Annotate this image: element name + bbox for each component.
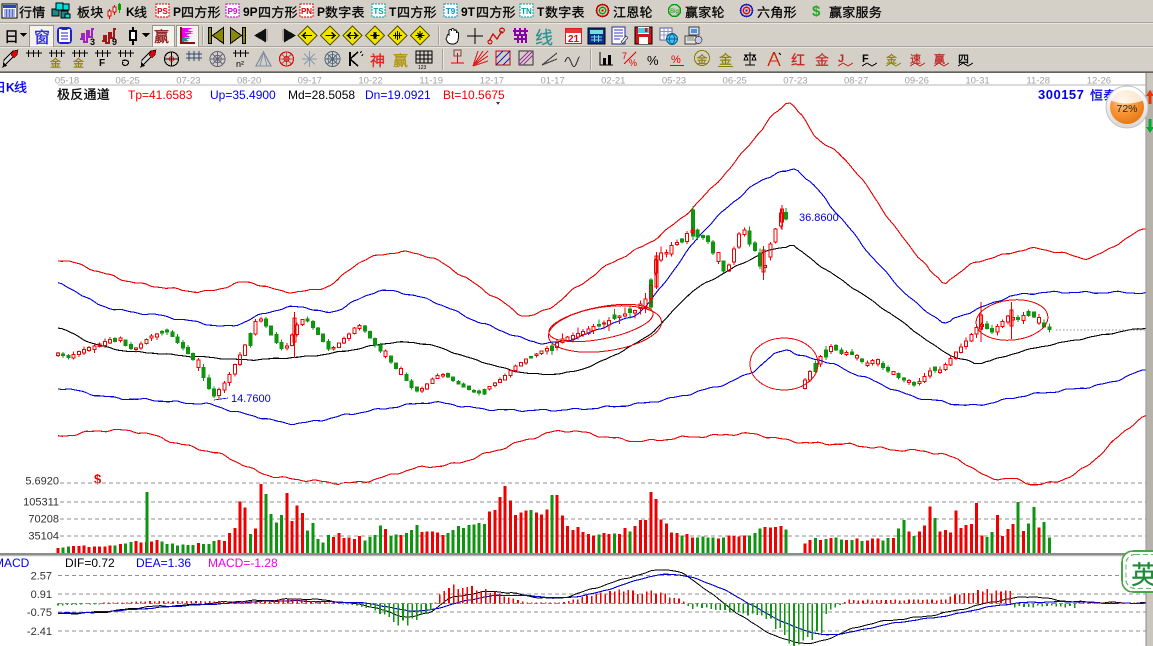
svg-text:MACD: MACD [0, 556, 30, 570]
svg-text:12-26: 12-26 [1087, 76, 1111, 87]
svg-text:Bt=10.5675: Bt=10.5675 [443, 88, 505, 102]
svg-text:08-20: 08-20 [237, 76, 261, 87]
svg-text:n²: n² [236, 59, 244, 69]
svg-text:Dn=19.0921: Dn=19.0921 [365, 88, 431, 102]
svg-text:$: $ [94, 472, 102, 487]
svg-text:T: T [389, 5, 397, 19]
svg-text:PN: PN [301, 7, 312, 16]
svg-text:09-26: 09-26 [905, 76, 929, 87]
svg-text:07-23: 07-23 [176, 76, 200, 87]
svg-text:36.8600: 36.8600 [799, 212, 839, 224]
svg-text:3: 3 [90, 37, 95, 47]
svg-text:14.7600: 14.7600 [231, 393, 271, 405]
svg-text:J: J [838, 53, 844, 65]
svg-text:$: $ [812, 3, 821, 20]
svg-text:9T: 9T [461, 5, 476, 19]
svg-text:MACD=-1.28: MACD=-1.28 [208, 556, 278, 570]
svg-text:T: T [537, 5, 545, 19]
svg-text:%: % [629, 58, 637, 68]
svg-text:300157: 300157 [1038, 87, 1084, 102]
svg-text:11-28: 11-28 [1026, 76, 1050, 87]
svg-text:T9: T9 [446, 7, 456, 16]
svg-text:06-25: 06-25 [723, 76, 747, 87]
svg-text:DIF=0.72: DIF=0.72 [65, 556, 115, 570]
svg-text:2.57: 2.57 [31, 571, 52, 583]
svg-text:123: 123 [418, 65, 427, 71]
svg-text:Tp=41.6583: Tp=41.6583 [128, 88, 193, 102]
svg-text:35104: 35104 [28, 531, 59, 543]
svg-text:12-17: 12-17 [480, 76, 504, 87]
svg-text:Up=35.4900: Up=35.4900 [210, 88, 276, 102]
svg-text:105311: 105311 [23, 497, 59, 509]
svg-text:TS: TS [373, 7, 384, 16]
svg-text:7: 7 [622, 51, 627, 61]
svg-text:10-22: 10-22 [358, 76, 382, 87]
svg-text:21: 21 [568, 34, 580, 45]
svg-text:TN: TN [521, 7, 532, 16]
svg-text:11-19: 11-19 [419, 76, 443, 87]
svg-text:F: F [99, 58, 105, 69]
svg-text:Big: Big [670, 9, 679, 15]
svg-text:P: P [317, 5, 325, 19]
svg-text:P: P [173, 5, 181, 19]
svg-text:9P: 9P [243, 5, 258, 19]
svg-text:DEA=1.36: DEA=1.36 [136, 556, 191, 570]
svg-text:70208: 70208 [28, 514, 59, 526]
svg-text:02-21: 02-21 [601, 76, 625, 87]
svg-text:05-18: 05-18 [55, 76, 79, 87]
svg-text:09-17: 09-17 [298, 76, 322, 87]
svg-text:06-25: 06-25 [116, 76, 140, 87]
svg-text:K: K [126, 5, 135, 19]
svg-text:5.6920: 5.6920 [25, 476, 59, 488]
svg-text:-2.41: -2.41 [27, 626, 52, 638]
svg-text:72%: 72% [1116, 103, 1137, 115]
svg-text:01-17: 01-17 [540, 76, 564, 87]
svg-text:Md=28.5058: Md=28.5058 [288, 88, 355, 102]
svg-text:08-27: 08-27 [844, 76, 868, 87]
svg-text:9: 9 [112, 37, 117, 47]
svg-text:-0.75: -0.75 [27, 607, 52, 619]
svg-text:P9: P9 [228, 7, 238, 16]
svg-text:K: K [6, 81, 15, 95]
svg-text:%: % [647, 53, 659, 68]
svg-text:%: % [671, 54, 681, 66]
svg-text:0.91: 0.91 [31, 589, 52, 601]
svg-text:10-31: 10-31 [965, 76, 989, 87]
svg-text:07-23: 07-23 [783, 76, 807, 87]
svg-text:F: F [862, 53, 869, 65]
svg-text:05-23: 05-23 [662, 76, 686, 87]
svg-text:PS: PS [157, 7, 168, 16]
